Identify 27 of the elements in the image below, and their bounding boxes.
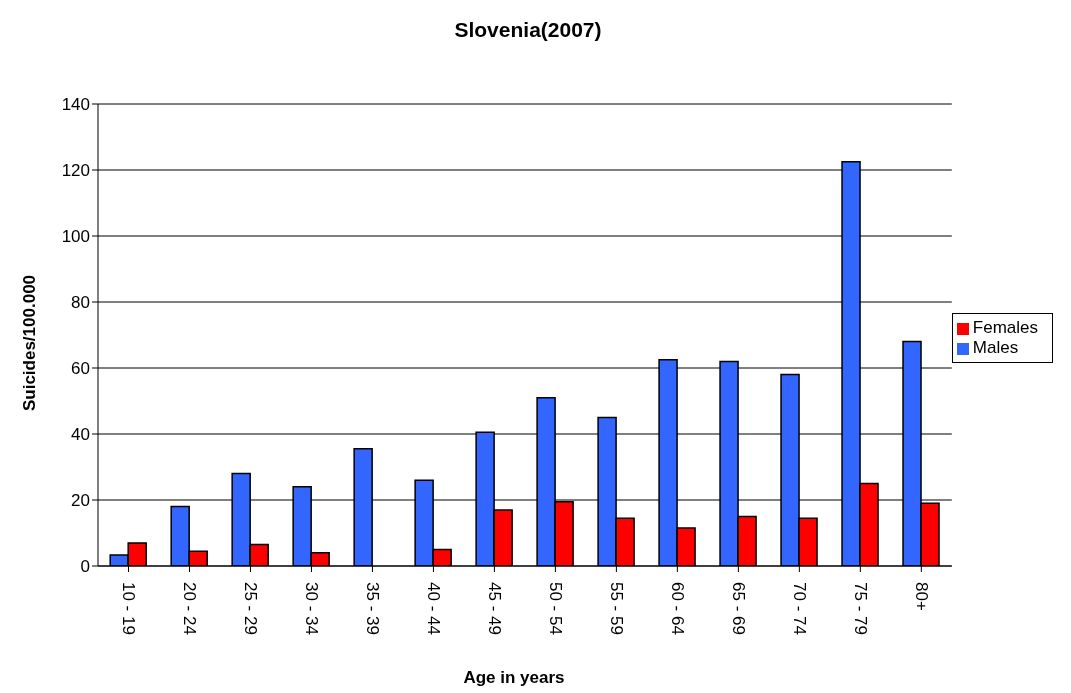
x-tick-label: 65 - 69: [728, 582, 748, 635]
x-tick-label: 20 - 24: [179, 582, 199, 635]
x-tick-label: 45 - 49: [484, 582, 504, 635]
x-tick-label: 70 - 74: [789, 582, 809, 635]
x-tick-label: 80+: [911, 582, 931, 611]
x-tick-label: 35 - 39: [362, 582, 382, 635]
chart-title: Slovenia(2007): [453, 18, 603, 42]
y-tick-label: 20: [71, 491, 90, 511]
y-tick-label: 80: [71, 293, 90, 313]
x-tick-label: 60 - 64: [667, 582, 687, 635]
y-tick-label: 40: [71, 425, 90, 445]
y-tick-label: 120: [61, 161, 90, 181]
y-tick-label: 140: [61, 95, 90, 115]
y-axis-title: Suicides/100.000: [20, 274, 40, 412]
legend-label: Males: [972, 338, 1019, 357]
x-tick-label: 25 - 29: [240, 582, 260, 635]
y-tick-label: 0: [80, 557, 90, 577]
x-tick-label: 75 - 79: [850, 582, 870, 635]
x-tick-label: 50 - 54: [545, 582, 565, 635]
legend-label: Females: [972, 318, 1038, 337]
x-tick-label: 55 - 59: [606, 582, 626, 635]
y-tick-label: 100: [61, 227, 90, 247]
x-axis-title: Age in years: [462, 668, 566, 688]
x-tick-label: 10 - 19: [118, 582, 138, 635]
y-tick-label: 60: [71, 359, 90, 379]
x-tick-label: 30 - 34: [301, 582, 321, 635]
x-tick-label: 40 - 44: [423, 582, 443, 635]
